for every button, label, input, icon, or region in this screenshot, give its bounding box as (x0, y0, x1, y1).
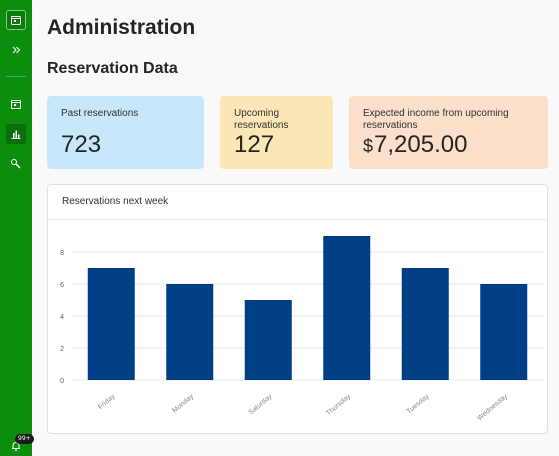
sidebar-divider (6, 76, 26, 77)
x-tick-label: Tuesday (406, 393, 431, 416)
expected-income-card: Expected income from upcoming reservatio… (349, 96, 548, 169)
bar (323, 236, 371, 380)
x-tick-label: Wednesday (476, 393, 509, 422)
expand-sidebar-button[interactable] (6, 40, 26, 60)
sidebar-item-tools[interactable] (6, 154, 26, 174)
y-tick-label: 2 (60, 346, 64, 353)
reservations-chart-card: Reservations next week 0 2 4 6 8 Friday Monday… (47, 184, 548, 434)
x-tick-label: Monday (171, 393, 195, 415)
card-label: Upcoming reservations (234, 108, 289, 131)
bar (401, 268, 449, 380)
bar (480, 284, 528, 380)
reservations-bar-chart: 0 2 4 6 8 Friday Monday Saturday Thursday Tuesday… (60, 236, 543, 422)
notification-badge: 99+ (15, 434, 34, 444)
y-tick-label: 4 (60, 314, 64, 321)
currency-symbol: $ (363, 136, 374, 156)
sidebar-item-calendar-home[interactable] (6, 10, 26, 30)
y-tick-label: 6 (60, 282, 64, 289)
upcoming-reservations-card: Upcoming reservations 127 (220, 96, 333, 169)
bar (87, 268, 135, 380)
calendar-icon (11, 100, 21, 109)
bar (166, 284, 214, 380)
x-tick-label: Saturday (248, 393, 274, 417)
card-value: $7,205.00 (363, 131, 467, 159)
section-title: Reservation Data (47, 60, 178, 77)
y-tick-label: 8 (60, 250, 64, 257)
chart-header-divider (48, 219, 547, 220)
card-label: Past reservations (61, 108, 139, 119)
income-amount: 7,205.00 (374, 131, 468, 158)
wrench-icon (11, 159, 21, 169)
sidebar: 99+ (0, 0, 34, 456)
x-tick-label: Friday (97, 393, 117, 411)
sidebar-item-statistics[interactable] (6, 124, 26, 144)
page-title: Administration (47, 16, 196, 39)
y-tick-label: 0 (60, 378, 64, 385)
past-reservations-card: Past reservations 723 (47, 96, 204, 169)
card-value: 723 (61, 131, 102, 158)
chart-title: Reservations next week (62, 196, 169, 207)
bar-chart-icon (11, 130, 21, 139)
calendar-icon (11, 16, 21, 25)
sidebar-item-calendar[interactable] (6, 94, 26, 114)
card-label: Expected income from upcoming reservatio… (363, 108, 509, 131)
card-value: 127 (234, 131, 275, 158)
double-chevron-right-icon (12, 46, 21, 54)
bar (244, 300, 292, 380)
x-tick-label: Thursday (325, 393, 352, 417)
